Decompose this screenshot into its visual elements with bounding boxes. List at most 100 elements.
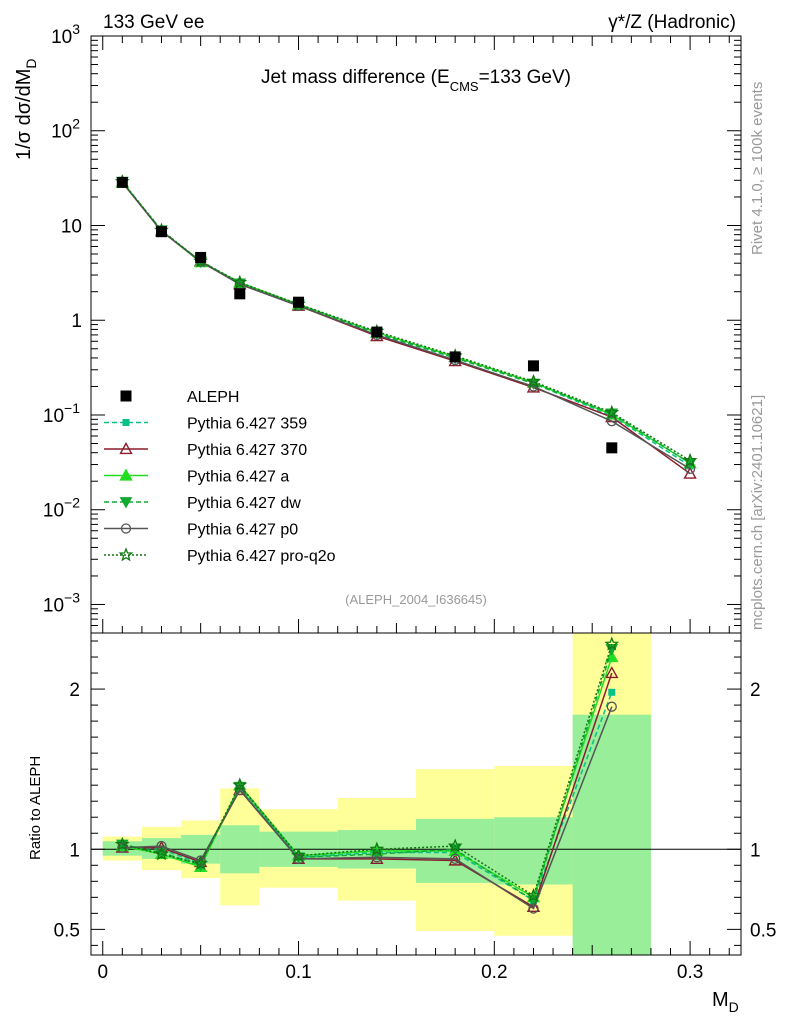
tick-base: 10 [51,27,72,48]
data-point [606,442,618,454]
main-y-axis-label: 1/σ dσ/dMD [13,58,39,160]
ratio-y-tick-label-left: 0.5 [54,920,80,941]
legend-label: ALEPH [187,389,239,406]
ratio-y-tick-label-right: 2 [750,680,761,701]
main-series-point [604,404,620,419]
main-y-tick-label: 1 [71,311,82,332]
ratio-y-axis-label: Ratio to ALEPH [27,756,44,860]
header-right-label: γ*/Z (Hadronic) [608,12,736,33]
ratio-series-point [608,688,616,696]
main-y-tick-label: 102 [51,116,80,143]
main-y-tick-label: 10 [61,216,82,237]
main-y-tick-label: 10−2 [43,495,80,522]
main-ylabel-sub: D [23,58,39,68]
tick-base: 10 [43,501,64,522]
ratio-uncertainty-bands [91,633,741,955]
legend-marker [118,547,134,562]
ratio-y-tick-label-right: 1 [750,840,761,861]
legend-marker [122,419,130,426]
main-panel-frame [90,35,742,634]
ratio-series-point [195,855,206,866]
tick-exponent: −2 [64,495,80,511]
tick-base: 10 [43,406,64,427]
ratio-series-point [291,847,306,862]
data-point [155,226,167,238]
data-point [449,351,461,363]
ratio-series-point [193,855,208,870]
data-point [293,296,305,308]
side-mcplots-label: mcplots.cern.ch [arXiv:2401.10621] [749,395,766,630]
plot-title: Jet mass difference (ECMS=133 GeV) [261,67,571,94]
ratio-series-point [605,666,619,679]
ratio-series-point [369,841,385,856]
title-main: Jet mass difference (E [261,67,450,88]
ratio-series-point [606,701,617,712]
analysis-id: (ALEPH_2004_I636645) [345,592,487,607]
ratio-y-tick-label-right: 0.5 [750,920,776,941]
main-series-point [684,463,696,475]
legend-marker [120,523,132,534]
ratio-series-point [371,852,382,863]
ratio-y-tick-label-left: 2 [69,680,80,701]
legend-marker [120,390,132,402]
ratio-y-tick-label-left: 1 [69,840,80,861]
legend-marker [119,497,133,509]
data-point [527,360,539,372]
legend-label: Pythia 6.427 359 [187,416,307,433]
main-ylabel-text: 1/σ dσ/dM [13,69,35,160]
legend-marker [119,442,133,455]
tick-exponent: 2 [72,116,80,132]
axis-ticks [91,35,741,955]
x-tick-label: 0.3 [677,962,703,983]
ratio-series-point [114,836,130,851]
x-tick-label: 0 [97,962,108,983]
ratio-series-line [122,643,613,897]
data-point [116,176,128,188]
data-point [371,326,383,338]
series-marks [114,173,698,914]
x-tick-label: 0.1 [285,962,311,983]
tick-exponent: 3 [72,21,80,37]
legend-label: Pythia 6.427 370 [187,442,307,459]
main-series-line [121,181,691,462]
main-series-point [528,381,539,392]
main-y-tick-label: 10−3 [43,589,80,616]
main-series-point [526,373,541,388]
ratio-series-point [528,903,539,914]
data-point [234,288,246,300]
ratio-series-point [154,846,169,861]
legend-label: Pythia 6.427 p0 [187,522,298,539]
legend-label: Pythia 6.427 a [187,469,289,486]
main-y-tick-label: 10−1 [43,400,80,427]
legend-label: Pythia 6.427 dw [187,495,301,512]
ratio-series-point [450,853,461,865]
data-point [195,251,207,263]
ratio-series-point [232,777,248,792]
ratio-series-point [447,838,463,853]
tick-exponent: −3 [64,589,80,605]
x-tick-label: 0.2 [481,962,507,983]
main-series-point [232,274,248,289]
ratio-series-point [117,842,128,853]
tick-base: 10 [43,595,64,616]
tick-base: 10 [51,122,72,143]
legend-label: Pythia 6.427 pro-q2o [187,548,336,565]
xlabel-sub: D [729,999,739,1015]
main-series-line [121,181,691,470]
main-series-point [682,452,698,467]
tick-exponent: −1 [64,400,80,416]
header-left-label: 133 GeV ee [103,12,204,33]
legend-marker [119,468,133,481]
side-rivet-label: Rivet 4.1.0, ≥ 100k events [749,82,766,255]
title-subscript: CMS [450,79,479,94]
ratio-series-point [293,853,304,865]
legend: ALEPH Pythia 6.427 359 Pythia 6.427 370 Pyt… [104,389,336,565]
ratio-series-point [604,636,620,651]
title-end: =133 GeV) [479,67,571,88]
x-axis-label: MD [712,989,739,1015]
main-y-tick-label: 103 [51,21,80,48]
ratio-series-point [156,840,167,852]
ratio-series-point [370,851,384,864]
